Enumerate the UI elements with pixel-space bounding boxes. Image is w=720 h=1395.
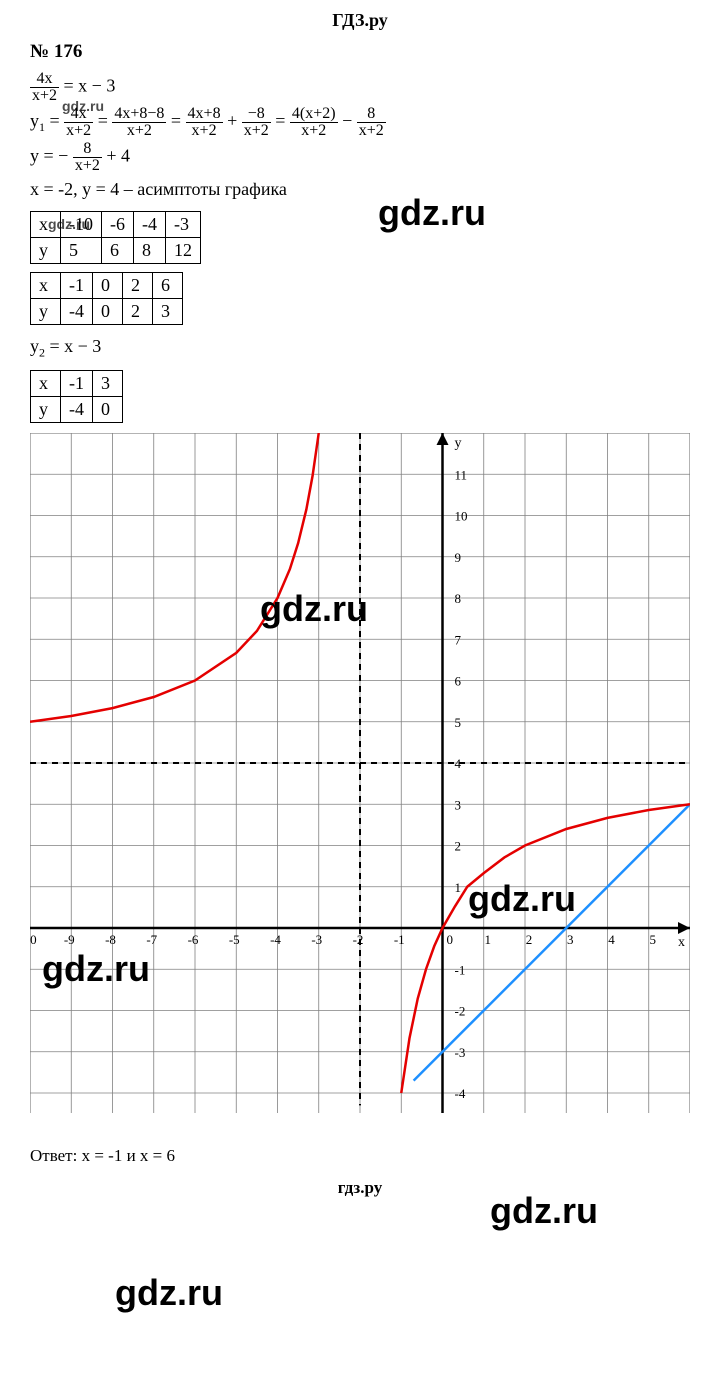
table-cell: -10 bbox=[61, 212, 102, 238]
svg-text:5: 5 bbox=[650, 932, 657, 947]
svg-text:1: 1 bbox=[485, 932, 492, 947]
svg-text:7: 7 bbox=[455, 632, 462, 647]
svg-text:11: 11 bbox=[455, 467, 468, 482]
svg-text:-5: -5 bbox=[229, 932, 240, 947]
y-simplified: y = − 8x+2 + 4 bbox=[30, 141, 690, 174]
table-cell: x bbox=[31, 212, 61, 238]
svg-text:-8: -8 bbox=[105, 932, 116, 947]
svg-text:9: 9 bbox=[455, 549, 462, 564]
svg-text:-10: -10 bbox=[30, 932, 37, 947]
content-area: № 176 4x x+2 = x − 3 y1 = 4xx+2 = 4x+8−8… bbox=[0, 41, 720, 1136]
svg-text:3: 3 bbox=[567, 932, 574, 947]
table-cell: 0 bbox=[93, 396, 123, 422]
svg-text:4: 4 bbox=[455, 756, 462, 771]
svg-text:5: 5 bbox=[455, 714, 462, 729]
table-cell: y bbox=[31, 396, 61, 422]
table-cell: -4 bbox=[134, 212, 166, 238]
table-cell: y bbox=[31, 299, 61, 325]
table-cell: -4 bbox=[61, 299, 93, 325]
answer-text: Ответ: x = -1 и x = 6 bbox=[30, 1146, 720, 1166]
svg-text:-2: -2 bbox=[455, 1003, 466, 1018]
table-cell: 5 bbox=[61, 238, 102, 264]
table-cell: 0 bbox=[93, 299, 123, 325]
svg-text:-1: -1 bbox=[455, 962, 466, 977]
page-root: ГДЗ.ру № 176 4x x+2 = x − 3 y1 = 4xx+2 =… bbox=[0, 0, 720, 1208]
svg-text:0: 0 bbox=[447, 932, 454, 947]
svg-text:-2: -2 bbox=[353, 932, 364, 947]
svg-text:-6: -6 bbox=[188, 932, 199, 947]
table-cell: 0 bbox=[93, 273, 123, 299]
svg-text:3: 3 bbox=[455, 797, 462, 812]
table-cell: 3 bbox=[93, 370, 123, 396]
svg-text:-3: -3 bbox=[455, 1044, 466, 1059]
svg-text:-1: -1 bbox=[394, 932, 405, 947]
svg-text:8: 8 bbox=[455, 591, 462, 606]
svg-text:1: 1 bbox=[455, 879, 462, 894]
table-1: x-10-6-4-3 y56812 bbox=[30, 211, 201, 264]
page-footer: гдз.ру bbox=[0, 1172, 720, 1208]
y1-derivation: y1 = 4xx+2 = 4x+8−8x+2 = 4x+8x+2 + −8x+2… bbox=[30, 106, 690, 139]
table-cell: 8 bbox=[134, 238, 166, 264]
svg-text:-4: -4 bbox=[270, 932, 281, 947]
chart-container: -10-9-8-7-6-5-4-3-2-1012345-4-3-2-112345… bbox=[30, 433, 690, 1119]
table-cell: -1 bbox=[61, 273, 93, 299]
svg-text:2: 2 bbox=[455, 838, 462, 853]
table-cell: -1 bbox=[61, 370, 93, 396]
table-cell: 3 bbox=[153, 299, 183, 325]
svg-text:6: 6 bbox=[455, 673, 462, 688]
table-cell: 2 bbox=[123, 273, 153, 299]
svg-text:-3: -3 bbox=[311, 932, 322, 947]
svg-text:y: y bbox=[455, 436, 462, 451]
table-cell: x bbox=[31, 273, 61, 299]
equation-main: 4x x+2 = x − 3 bbox=[30, 71, 690, 104]
table-cell: x bbox=[31, 370, 61, 396]
y2-equation: y2 = x − 3 bbox=[30, 333, 690, 362]
svg-text:-7: -7 bbox=[146, 932, 157, 947]
watermark: gdz.ru bbox=[115, 1272, 223, 1314]
svg-text:10: 10 bbox=[455, 508, 468, 523]
table-cell: 6 bbox=[102, 238, 134, 264]
svg-text:x: x bbox=[678, 935, 685, 950]
svg-text:2: 2 bbox=[526, 932, 533, 947]
table-cell: 2 bbox=[123, 299, 153, 325]
table-cell: -3 bbox=[166, 212, 201, 238]
fraction: 4x x+2 bbox=[30, 71, 59, 104]
coordinate-chart: -10-9-8-7-6-5-4-3-2-1012345-4-3-2-112345… bbox=[30, 433, 690, 1114]
table-cell: -4 bbox=[61, 396, 93, 422]
svg-text:-4: -4 bbox=[455, 1086, 466, 1101]
asymptote-text: x = -2, y = 4 – асимптоты графика bbox=[30, 176, 690, 203]
table-cell: 12 bbox=[166, 238, 201, 264]
problem-number: № 176 bbox=[30, 41, 690, 63]
table-2: x-1026 y-4023 bbox=[30, 272, 183, 325]
table-cell: y bbox=[31, 238, 61, 264]
svg-text:4: 4 bbox=[608, 932, 615, 947]
table-cell: -6 bbox=[102, 212, 134, 238]
table-3: x-13 y-40 bbox=[30, 370, 123, 423]
table-cell: 6 bbox=[153, 273, 183, 299]
page-header: ГДЗ.ру bbox=[0, 0, 720, 37]
svg-text:-9: -9 bbox=[64, 932, 75, 947]
